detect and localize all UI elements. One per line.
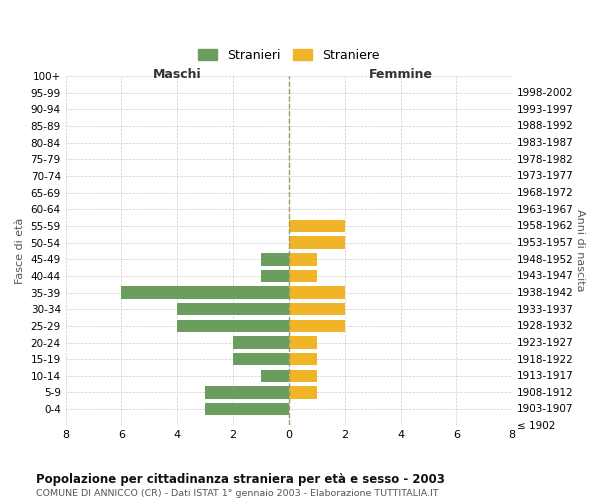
Text: Femmine: Femmine <box>368 68 433 81</box>
Bar <box>289 236 345 249</box>
Text: COMUNE DI ANNICCO (CR) - Dati ISTAT 1° gennaio 2003 - Elaborazione TUTTITALIA.IT: COMUNE DI ANNICCO (CR) - Dati ISTAT 1° g… <box>36 489 439 498</box>
Bar <box>178 303 289 316</box>
Bar <box>261 270 289 282</box>
Bar <box>289 336 317 349</box>
Bar <box>289 220 345 232</box>
Bar <box>178 320 289 332</box>
Bar <box>289 320 345 332</box>
Bar <box>289 286 345 299</box>
Bar <box>289 353 317 366</box>
Text: Maschi: Maschi <box>153 68 202 81</box>
Bar <box>261 253 289 266</box>
Legend: Stranieri, Straniere: Stranieri, Straniere <box>193 44 385 67</box>
Text: Popolazione per cittadinanza straniera per età e sesso - 2003: Popolazione per cittadinanza straniera p… <box>36 472 445 486</box>
Y-axis label: Fasce di età: Fasce di età <box>15 218 25 284</box>
Bar <box>289 370 317 382</box>
Bar <box>289 253 317 266</box>
Bar <box>205 386 289 398</box>
Bar <box>205 403 289 415</box>
Y-axis label: Anni di nascita: Anni di nascita <box>575 210 585 292</box>
Bar <box>233 353 289 366</box>
Bar <box>289 386 317 398</box>
Bar <box>261 370 289 382</box>
Bar <box>289 303 345 316</box>
Bar <box>233 336 289 349</box>
Bar <box>289 270 317 282</box>
Bar <box>121 286 289 299</box>
